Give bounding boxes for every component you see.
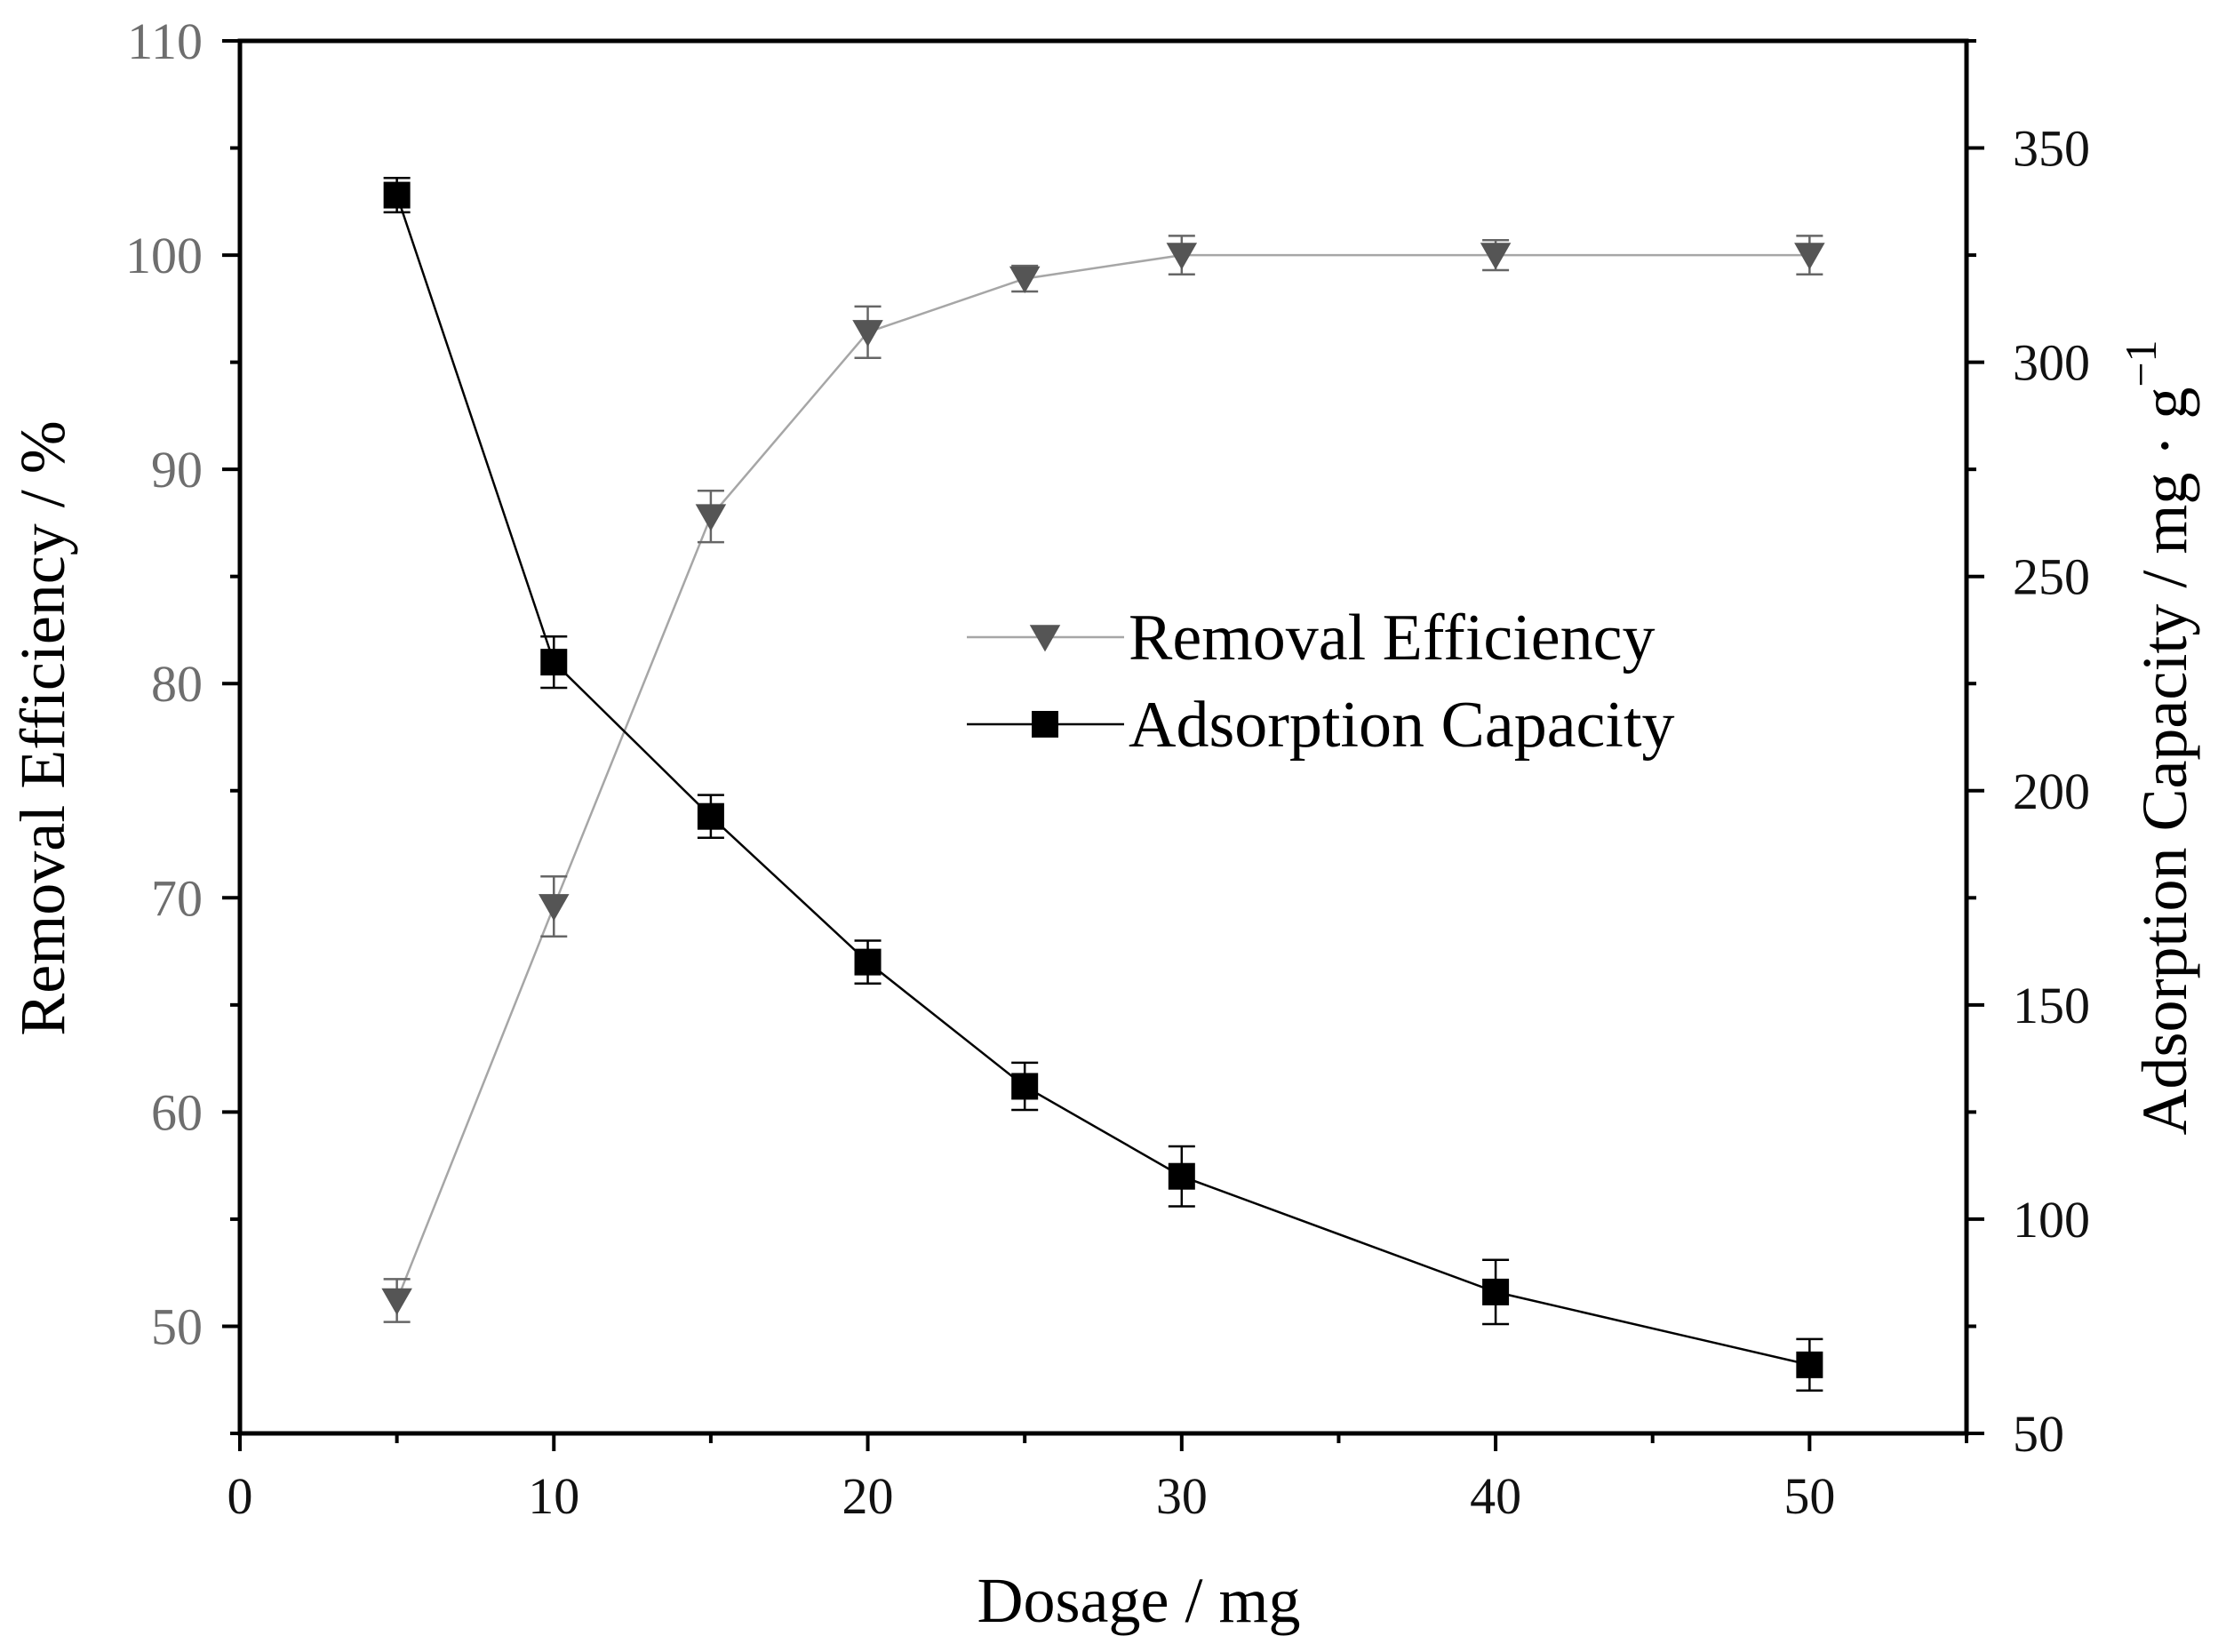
data-point [540, 649, 568, 676]
y-right-tick-label: 350 [2013, 120, 2090, 178]
data-point [1796, 1351, 1823, 1378]
data-point [1011, 1073, 1039, 1100]
series-removal-efficiency [381, 235, 1825, 1323]
data-point [1480, 243, 1512, 270]
axes-layer [222, 38, 1984, 1451]
y-left-tick-label: 60 [151, 1083, 203, 1141]
y-right-tick-label: 300 [2013, 334, 2090, 392]
data-point [1168, 1162, 1195, 1190]
series-line [395, 195, 1810, 1367]
y-right-tick-label: 200 [2013, 762, 2090, 820]
y-right-axis-title-superscript: −1 [2116, 339, 2166, 387]
x-axis-title: Dosage / mg [977, 1565, 1301, 1636]
plot-frame [237, 38, 1969, 1436]
data-point [539, 894, 570, 922]
y-left-tick-label: 70 [151, 869, 203, 927]
series-adsorption-capacity [383, 177, 1823, 1393]
y-right-tick-label: 150 [2013, 977, 2090, 1034]
legend: Removal Efficiency Adsorption Capacity [967, 602, 1675, 762]
legend-marker [1032, 711, 1058, 738]
data-point [381, 1288, 412, 1315]
x-tick-label: 0 [227, 1467, 253, 1525]
data-point [1482, 1278, 1510, 1305]
y-left-tick-label: 100 [125, 227, 203, 284]
data-point [1794, 243, 1825, 270]
legend-label: Adsorption Capacity [1129, 689, 1675, 762]
y-right-axis-title: Adsorption Capacity / mg · g−1 [2116, 339, 2200, 1135]
x-tick-label: 40 [1470, 1467, 1521, 1525]
data-point [695, 504, 727, 531]
x-tick-label: 30 [1156, 1467, 1208, 1525]
x-tick-label: 10 [528, 1467, 579, 1525]
y-left-tick-label: 90 [151, 441, 203, 499]
y-left-tick-label: 80 [151, 655, 203, 713]
labels-layer: 0 10 20 30 40 50 50 60 70 80 90 100 110 50 100 150 200 25… [7, 12, 2200, 1636]
y-left-tick-label: 50 [151, 1297, 203, 1355]
x-tick-label: 20 [842, 1467, 894, 1525]
series-line [395, 253, 1810, 1301]
data-point [1009, 266, 1041, 293]
y-right-tick-label: 100 [2013, 1191, 2090, 1249]
data-point [1166, 243, 1198, 270]
y-left-tick-label: 110 [127, 12, 203, 70]
data-point [854, 948, 882, 976]
legend-marker [1029, 625, 1061, 652]
y-right-tick-label: 250 [2013, 548, 2090, 606]
y-right-tick-label: 50 [2013, 1405, 2064, 1463]
data-point [697, 802, 724, 830]
data-point [852, 320, 883, 347]
data-point [383, 181, 411, 209]
y-right-axis-title-base: Adsorption Capacity / mg · g [2129, 387, 2200, 1136]
series-layer [381, 177, 1825, 1393]
legend-label: Removal Efficiency [1129, 602, 1655, 674]
y-left-axis-title: Removal Efficiency / % [7, 420, 78, 1035]
x-tick-label: 50 [1783, 1467, 1835, 1525]
